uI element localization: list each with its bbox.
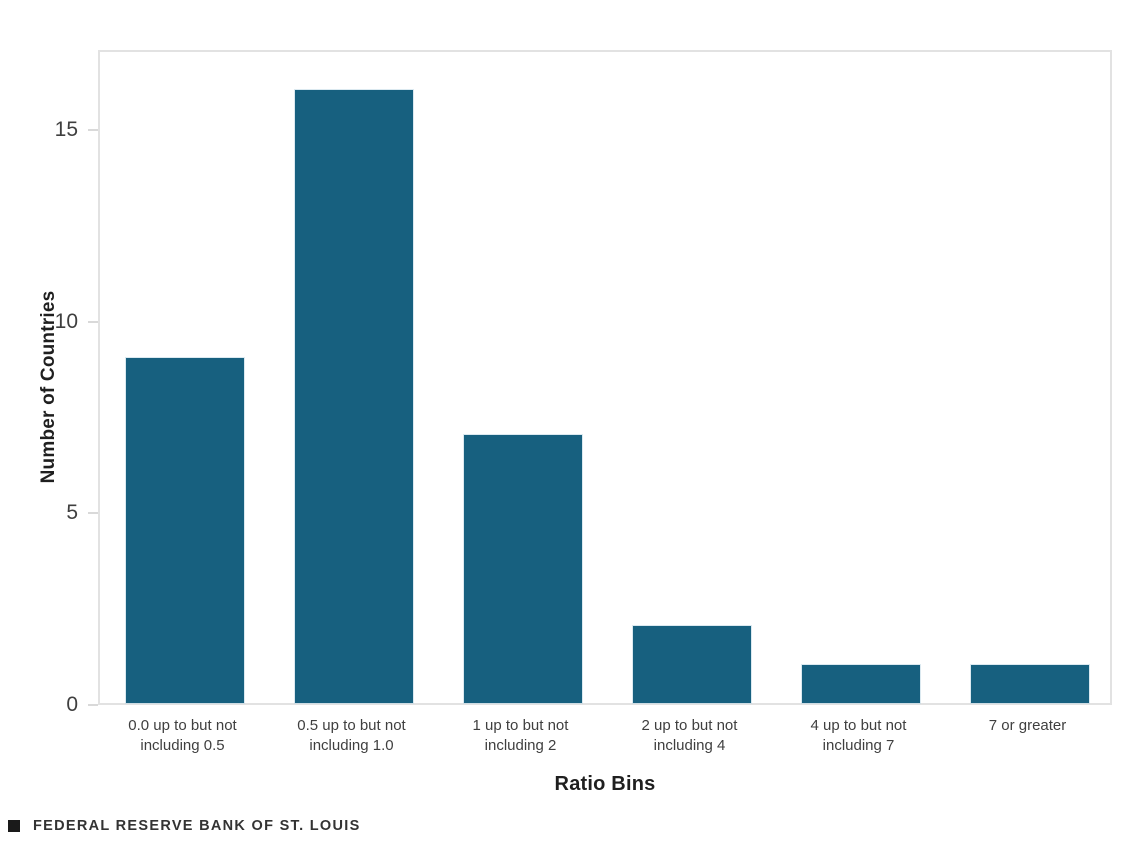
y-tick-mark	[88, 129, 98, 131]
x-category-label: 0.5 up to but not including 1.0	[297, 717, 406, 754]
bar	[126, 358, 244, 703]
x-category-label: 4 up to but not including 7	[810, 717, 907, 754]
bar	[464, 435, 582, 703]
y-tick-mark	[88, 512, 98, 514]
y-tick-label: 15	[54, 118, 78, 141]
footer-brand: FEDERAL RESERVE BANK OF ST. LOUIS	[8, 814, 361, 838]
x-category-label: 7 or greater	[988, 717, 1067, 734]
y-tick-label: 10	[54, 310, 78, 333]
bar	[971, 665, 1089, 703]
bar	[295, 90, 413, 703]
x-category-label: 0.0 up to but not including 0.5	[128, 717, 237, 754]
bar	[633, 626, 751, 703]
brand-square-icon	[8, 820, 20, 832]
y-tick-mark	[88, 321, 98, 323]
x-axis-title: Ratio Bins	[554, 773, 656, 795]
x-category-label: 2 up to but not including 4	[641, 717, 738, 754]
x-category-label: 1 up to but not including 2	[472, 717, 569, 754]
y-tick-label: 0	[66, 693, 78, 716]
brand-text: FEDERAL RESERVE BANK OF ST. LOUIS	[33, 818, 361, 834]
y-tick-mark	[88, 704, 98, 706]
y-tick-label: 5	[66, 501, 78, 524]
plot-area	[98, 50, 1112, 705]
bar	[802, 665, 920, 703]
